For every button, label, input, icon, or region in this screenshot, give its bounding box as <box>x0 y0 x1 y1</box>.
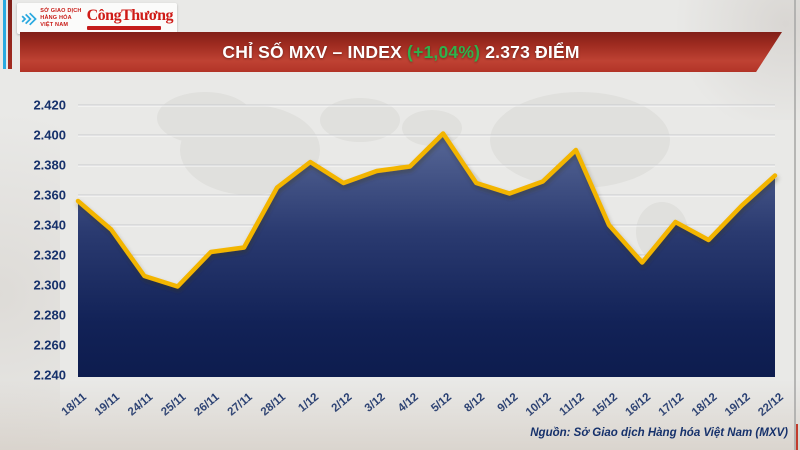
right-border-line <box>794 0 796 450</box>
x-axis-tick-label: 27/11 <box>226 391 256 419</box>
x-axis-tick-label: 18/11 <box>60 391 90 419</box>
source-note: Nguồn: Sở Giao dịch Hàng hóa Việt Nam (M… <box>530 427 788 439</box>
y-axis-tick-label: 2.260 <box>33 338 66 353</box>
x-axis-tick-label: 16/12 <box>623 391 653 419</box>
mxv-chevron-logo-icon <box>21 12 37 25</box>
x-axis-tick-label: 17/12 <box>657 391 687 419</box>
y-axis-tick-label: 2.300 <box>33 278 66 293</box>
chart-title: CHỈ SỐ MXV – INDEX (+1,04%) 2.373 ĐIỂM <box>222 42 579 63</box>
x-axis-tick-label: 9/12 <box>496 391 521 415</box>
x-axis-tick-label: 22/12 <box>756 391 786 419</box>
x-axis-tick-label: 26/11 <box>192 391 222 419</box>
y-axis-tick-label: 2.340 <box>33 218 66 233</box>
x-axis-tick-label: 8/12 <box>462 391 487 415</box>
x-axis-tick-label: 3/12 <box>363 391 388 415</box>
brand-tagline-bar <box>86 25 161 30</box>
right-red-accent <box>796 424 798 450</box>
title-banner: CHỈ SỐ MXV – INDEX (+1,04%) 2.373 ĐIỂM <box>20 32 782 72</box>
index-line <box>75 131 778 289</box>
chart-title-value: 2.373 ĐIỂM <box>480 41 580 62</box>
y-axis-tick-label: 2.280 <box>33 308 66 323</box>
area-fill <box>78 133 775 377</box>
x-axis-tick-label: 10/12 <box>524 391 554 419</box>
chart-title-change: (+1,04%) <box>407 41 481 62</box>
brand-wordmark-group: CôngThương <box>86 6 174 30</box>
y-axis-tick-label: 2.240 <box>33 368 66 383</box>
accent-stripe-maroon <box>8 0 12 69</box>
publisher-logo-box: SỞ GIAO DỊCH HÀNG HÓA VIỆT NAM CôngThươn… <box>17 3 177 34</box>
x-axis-tick-label: 19/12 <box>723 391 753 419</box>
x-axis-tick-label: 24/11 <box>126 391 156 419</box>
x-axis-tick-label: 11/12 <box>558 391 587 418</box>
x-axis-tick-label: 2/12 <box>330 391 355 415</box>
y-axis-tick-label: 2.420 <box>33 98 66 113</box>
chart-title-prefix: CHỈ SỐ MXV – INDEX <box>222 41 408 62</box>
x-axis-tick-label: 5/12 <box>429 391 454 415</box>
x-axis-tick-label: 4/12 <box>396 391 421 415</box>
y-axis-tick-label: 2.380 <box>33 158 66 173</box>
org-name-line-2: HÀNG HÓA <box>40 15 72 22</box>
brand-wordmark: CôngThương <box>86 6 174 24</box>
org-name-line-3: VIỆT NAM <box>40 21 69 28</box>
org-name-line-1: SỞ GIAO DỊCH <box>40 8 82 15</box>
x-axis-tick-label: 1/12 <box>296 391 321 415</box>
y-axis-tick-label: 2.400 <box>33 128 66 143</box>
y-axis-tick-label: 2.360 <box>33 188 66 203</box>
y-axis-tick-label: 2.320 <box>33 248 66 263</box>
x-axis-tick-label: 28/11 <box>259 391 289 419</box>
x-axis-tick-label: 25/11 <box>159 391 189 419</box>
x-axis-tick-label: 15/12 <box>590 391 620 419</box>
org-name: SỞ GIAO DỊCH HÀNG HÓA VIỆT NAM <box>40 8 81 29</box>
accent-stripe-cyan <box>3 0 6 69</box>
x-axis-tick-label: 19/11 <box>93 391 123 419</box>
x-axis-tick-label: 18/12 <box>690 391 720 419</box>
